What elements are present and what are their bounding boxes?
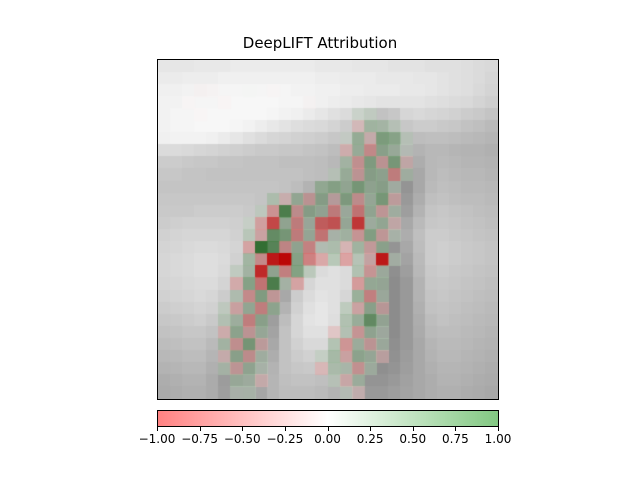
colorbar-tick-label: 0.50 (399, 432, 427, 446)
colorbar-tick-label: −0.50 (223, 432, 261, 446)
colorbar-tick-label: 1.00 (484, 432, 512, 446)
colorbar-tick-label: 0.75 (442, 432, 469, 446)
colorbar-tick-label: 0.25 (356, 432, 384, 446)
attribution-heatmap (158, 60, 498, 399)
colorbar-tick-mark (284, 427, 286, 431)
colorbar-tick-mark (455, 427, 457, 431)
colorbar-tick-mark (199, 427, 201, 431)
colorbar-tick-mark (370, 427, 372, 431)
colorbar-tick-mark (498, 427, 499, 431)
colorbar-tick-label: −0.25 (266, 432, 304, 446)
colorbar-tick-mark (157, 427, 158, 431)
colorbar-tick-mark (412, 427, 414, 431)
heatmap-plot-area (157, 59, 499, 400)
colorbar (157, 410, 499, 427)
chart-title: DeepLIFT Attribution (242, 34, 398, 52)
colorbar-tick-label: −1.00 (138, 432, 176, 446)
colorbar-tick-mark (327, 427, 329, 431)
colorbar-tick-mark (242, 427, 244, 431)
colorbar-tick-label: −0.75 (181, 432, 219, 446)
colorbar-tick-label: 0.00 (314, 432, 341, 446)
